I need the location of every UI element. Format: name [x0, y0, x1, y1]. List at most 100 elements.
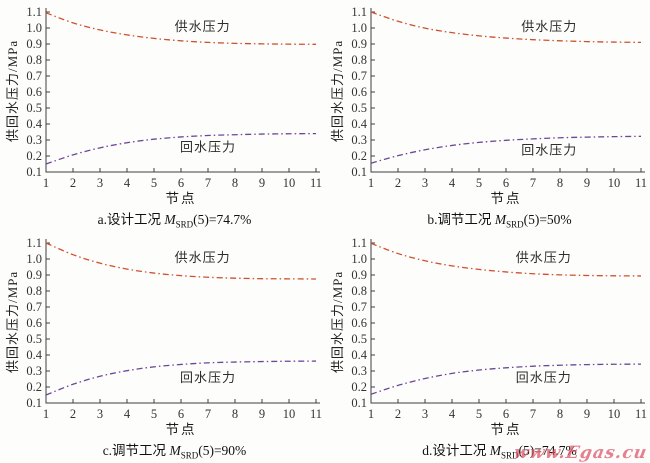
supply-label: 供水压力: [521, 19, 577, 34]
caption-variable: M: [494, 212, 507, 227]
y-tick-label: 0.5: [351, 101, 367, 115]
y-tick-label: 0.7: [351, 300, 367, 314]
x-tick-label: 9: [259, 176, 265, 190]
chart-caption: c.调节工况 MSRD(5)=90%: [0, 439, 325, 461]
caption-value: (5)=90%: [198, 443, 247, 458]
y-tick-label: 0.2: [26, 149, 42, 163]
return-curve: [370, 363, 642, 395]
plot-area: 0.1 0.2 0.3 0.4 0.5 0.6 0.7 0.8 0.9 1.0 1.1 1 2 3 4 5 6 7…: [351, 5, 647, 190]
x-tick-label: 4: [124, 176, 131, 190]
caption-text: b.调节工况: [427, 212, 495, 227]
x-tick-label: 11: [310, 407, 322, 421]
x-tick-label: 4: [124, 407, 131, 421]
x-tick-label: 10: [283, 176, 296, 190]
y-tick-label: 1.1: [26, 236, 42, 250]
caption-text: c.调节工况: [102, 443, 170, 458]
y-tick-label: 0.2: [351, 380, 367, 394]
x-tick-label: 1: [368, 407, 374, 421]
y-axis-label: 供回水压力/MPa: [330, 270, 345, 373]
x-tick-label: 3: [422, 407, 428, 421]
y-tick-label: 0.9: [26, 37, 42, 51]
plot-area: 0.1 0.2 0.3 0.4 0.5 0.6 0.7 0.8 0.9 1.0 1.1 1 2 3 4 5 6 7…: [26, 5, 322, 190]
x-tick-label: 5: [476, 407, 482, 421]
x-tick-label: 6: [178, 407, 184, 421]
x-tick-label: 6: [503, 176, 509, 190]
return-curve: [45, 360, 317, 396]
axis: [370, 8, 645, 173]
y-tick-label: 0.3: [26, 364, 42, 378]
y-tick-label: 0.1: [351, 165, 367, 179]
x-tick-label: 3: [97, 407, 103, 421]
y-tick-label: 0.8: [26, 53, 42, 67]
x-tick-label: 9: [584, 407, 590, 421]
caption-variable: M: [489, 443, 501, 458]
x-tick-label: 1: [43, 407, 49, 421]
y-tick-label: 0.3: [26, 133, 42, 147]
y-tick-label: 0.1: [351, 396, 367, 410]
x-axis-label: 节点: [165, 422, 197, 437]
y-tick-label: 1.1: [26, 5, 42, 19]
y-tick-label: 1.0: [351, 21, 367, 35]
y-tick-label: 0.4: [351, 348, 367, 362]
x-tick-label: 6: [178, 176, 184, 190]
return-label: 回水压力: [516, 370, 572, 385]
x-tick-label: 2: [395, 407, 401, 421]
y-tick-label: 0.1: [26, 165, 42, 179]
y-tick-label: 0.2: [351, 149, 367, 163]
y-tick-label: 0.1: [26, 396, 42, 410]
y-tick-label: 0.4: [351, 117, 367, 131]
x-tick-label: 11: [635, 407, 647, 421]
x-tick-label: 5: [476, 176, 482, 190]
x-tick-label: 2: [395, 176, 401, 190]
y-tick-label: 0.8: [351, 53, 367, 67]
chart-d: 供回水压力/MPa 0.1 0.2 0.3 0.4 0.5 0.6 0.7 0.8 0.9 1.0…: [325, 231, 650, 463]
y-tick-label: 0.4: [26, 348, 42, 362]
y-tick-label: 1.0: [26, 21, 42, 35]
caption-value: (5)=74.7%: [518, 443, 577, 458]
x-tick-label: 11: [635, 176, 647, 190]
chart-c: 供回水压力/MPa 0.1 0.2 0.3 0.4 0.5 0.6 0.7 0.8 0.9 1.0…: [0, 231, 325, 463]
x-tick-label: 8: [557, 176, 563, 190]
chart-b: 供回水压力/MPa 0.1 0.2 0.3 0.4 0.5 0.6 0.7 0.8 0.9 1.0…: [325, 0, 650, 231]
y-tick-label: 0.7: [351, 69, 367, 83]
return-curve: [45, 132, 317, 165]
y-tick-label: 0.6: [351, 85, 367, 99]
chart-a: 供回水压力/MPa 0.1 0.2 0.3 0.4 0.5 0.6 0.7 0.8 0.9 1.0…: [0, 0, 325, 231]
x-tick-label: 7: [530, 407, 536, 421]
chart-caption: b.调节工况 MSRD(5)=50%: [325, 208, 650, 230]
x-tick-label: 8: [232, 407, 238, 421]
x-tick-label: 1: [368, 176, 374, 190]
y-tick-label: 0.7: [26, 300, 42, 314]
y-tick-label: 0.4: [26, 117, 42, 131]
x-tick-label: 2: [70, 176, 76, 190]
supply-label: 供水压力: [175, 19, 231, 34]
y-axis-label: 供回水压力/MPa: [330, 39, 345, 142]
caption-variable: M: [164, 212, 176, 227]
caption-subscript: SRD: [180, 450, 199, 461]
x-tick-label: 9: [584, 176, 590, 190]
caption-subscript: SRD: [501, 450, 519, 461]
y-tick-label: 0.3: [351, 133, 367, 147]
chart-caption: d.设计工况 MSRD(5)=74.7%: [325, 439, 650, 461]
y-tick-label: 0.5: [351, 332, 367, 346]
x-axis-label: 节点: [490, 422, 522, 437]
x-tick-label: 8: [557, 407, 563, 421]
x-tick-label: 7: [530, 176, 536, 190]
x-tick-label: 4: [449, 176, 456, 190]
y-tick-label: 0.6: [26, 316, 42, 330]
plot-area: 0.1 0.2 0.3 0.4 0.5 0.6 0.7 0.8 0.9 1.0 1.1 1 2 3 4 5 6 7…: [351, 236, 647, 421]
y-tick-label: 0.6: [26, 85, 42, 99]
y-tick-label: 0.6: [351, 316, 367, 330]
y-tick-label: 0.9: [351, 268, 367, 282]
return-curve: [370, 135, 642, 164]
x-tick-label: 10: [608, 176, 621, 190]
y-tick-label: 1.1: [351, 5, 367, 19]
x-tick-label: 10: [283, 407, 296, 421]
y-tick-label: 0.3: [351, 364, 367, 378]
caption-text: a.设计工况: [97, 212, 165, 227]
x-axis-label: 节点: [165, 191, 197, 206]
y-tick-label: 0.5: [26, 332, 42, 346]
supply-label: 供水压力: [175, 250, 231, 265]
